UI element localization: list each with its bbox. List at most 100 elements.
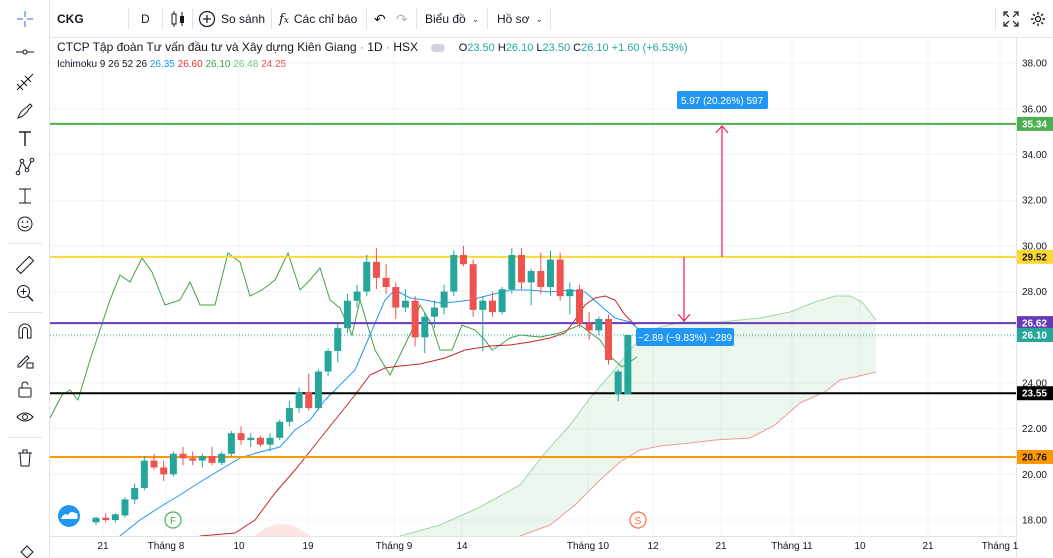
price-axis[interactable]: 38.0036.0034.0032.0030.0028.0026.0024.00… xyxy=(1016,38,1053,558)
earnings-f-marker xyxy=(164,511,182,529)
legend-open: 23.50 xyxy=(467,42,495,54)
candle xyxy=(363,255,371,297)
magnet-tool[interactable] xyxy=(13,319,37,343)
time-tick-label: 21 xyxy=(715,541,727,552)
crosshair-tool[interactable] xyxy=(13,7,37,31)
price-badge-label: 29.52 xyxy=(1022,252,1047,263)
measure-down-text: −2.89 (−9.83%) −289 xyxy=(638,333,733,344)
ichimoku-value: 26.35 xyxy=(149,59,175,70)
measure-down-box xyxy=(636,328,734,346)
price-badge-label: 26.62 xyxy=(1022,319,1047,330)
pattern-tool[interactable] xyxy=(13,155,37,179)
measure-tool[interactable] xyxy=(13,184,37,208)
fx-icon: fx xyxy=(279,11,289,27)
ichimoku-label: Ichimoku 9 26 52 26 xyxy=(57,59,148,70)
candle xyxy=(556,252,564,301)
candle xyxy=(576,284,583,329)
chart-type-menu[interactable]: Biểu đồ ⌄ xyxy=(425,8,479,30)
candle xyxy=(401,289,409,313)
candle xyxy=(285,401,293,427)
candle xyxy=(498,287,506,315)
candle xyxy=(121,497,129,518)
cloud-bear xyxy=(255,524,310,536)
candle xyxy=(140,456,148,491)
price-tick-label: 32.00 xyxy=(1022,196,1047,207)
time-axis[interactable]: 21 Tháng 8 10 19 Tháng 9 14 Tháng 10 12 21 Tháng … xyxy=(50,536,1019,558)
text-tool[interactable] xyxy=(13,127,37,151)
chart-type-label: Biểu đồ xyxy=(425,12,466,26)
indicators-button[interactable]: fx Các chỉ báo xyxy=(279,8,357,30)
settings-button[interactable] xyxy=(1030,8,1046,30)
candle-body xyxy=(595,318,603,331)
candle-body xyxy=(131,488,139,500)
zoom-in-icon xyxy=(17,285,34,302)
text-icon xyxy=(19,131,31,146)
time-tick-label: Tháng 1 xyxy=(982,541,1019,552)
price-tick-label: 34.00 xyxy=(1022,150,1047,161)
candle-body xyxy=(237,433,245,441)
ruler-diagonal-icon xyxy=(15,255,35,275)
candle xyxy=(218,451,226,466)
legend-toggle-icon[interactable] xyxy=(431,43,446,52)
compare-button[interactable]: So sánh xyxy=(198,8,265,30)
candle-body xyxy=(517,255,525,283)
candle xyxy=(508,248,516,294)
hide-drawings-tool[interactable] xyxy=(13,405,37,429)
candle xyxy=(324,348,332,377)
fib-tool[interactable] xyxy=(13,70,37,94)
measure-down-arrow xyxy=(677,313,691,323)
horizontal-lines[interactable] xyxy=(50,122,1016,458)
delete-drawings-tool[interactable] xyxy=(13,446,37,470)
fullscreen-button[interactable] xyxy=(1003,8,1019,30)
candle xyxy=(566,282,574,315)
candle-body xyxy=(208,456,216,463)
chart-style-button[interactable] xyxy=(170,8,186,30)
trendline-tool[interactable] xyxy=(13,40,37,64)
redo-button[interactable]: ↷ xyxy=(396,8,408,30)
legend-title: CTCP Tập đoàn Tư vấn đầu tư và Xây dựng … xyxy=(57,40,357,54)
interval-button[interactable]: D xyxy=(141,8,150,30)
candle xyxy=(372,248,380,290)
candle xyxy=(256,435,264,447)
candle-body xyxy=(479,300,487,310)
emoji-tool[interactable] xyxy=(13,212,37,236)
candle-body xyxy=(440,291,448,308)
price-badge xyxy=(1017,449,1053,464)
brush-tool[interactable] xyxy=(13,99,37,123)
zoom-tool[interactable] xyxy=(13,281,37,305)
candle xyxy=(131,483,139,505)
time-tick-label: Tháng 11 xyxy=(771,541,813,552)
candle-body xyxy=(401,300,409,308)
candle-body xyxy=(546,259,554,287)
lock-all-tool[interactable] xyxy=(13,377,37,401)
candle-body xyxy=(150,460,158,468)
measure-up-arrow xyxy=(715,124,729,134)
candle-body xyxy=(450,255,458,292)
chart-legend: CTCP Tập đoàn Tư vấn đầu tư và Xây dựng … xyxy=(57,40,688,54)
lock-drawing-tool[interactable] xyxy=(13,348,37,372)
indicators-label: Các chỉ báo xyxy=(293,12,358,26)
symbol-search[interactable]: CKG xyxy=(57,8,84,30)
profile-menu[interactable]: Hồ sơ ⌄ xyxy=(497,8,543,30)
measure-up-box xyxy=(677,91,768,109)
compare-label: So sánh xyxy=(221,12,266,26)
undo-button[interactable]: ↶ xyxy=(374,8,386,30)
candle-body xyxy=(314,371,322,409)
ruler-tool[interactable] xyxy=(13,253,37,277)
smiley-icon xyxy=(17,216,33,232)
candle-body xyxy=(566,289,574,297)
toolbar-collapse[interactable] xyxy=(15,540,39,558)
pencil-lock-icon xyxy=(17,355,34,369)
candle-body xyxy=(585,323,593,331)
candle-body xyxy=(179,453,187,459)
candle xyxy=(198,453,206,468)
measure-tools[interactable]: 5.97 (20.26%) 597 −2.89 (−9.83%) −289 xyxy=(636,91,768,346)
price-badge-label: 26.10 xyxy=(1022,330,1047,341)
candle xyxy=(537,252,545,294)
price-badge xyxy=(1017,386,1053,401)
candle xyxy=(237,426,245,445)
pattern-icon xyxy=(15,157,35,176)
candle-body xyxy=(353,291,361,301)
